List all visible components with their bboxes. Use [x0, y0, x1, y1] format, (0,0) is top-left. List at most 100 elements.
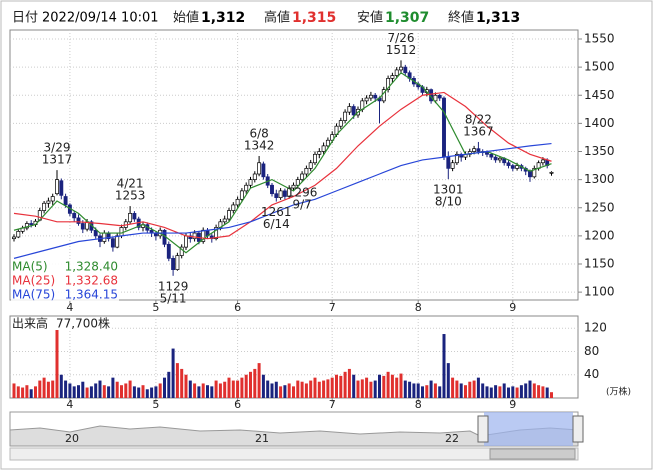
candle-body	[244, 184, 249, 192]
volume-bar	[373, 380, 377, 398]
candle-body	[351, 106, 356, 116]
volume-bar	[107, 386, 111, 398]
volume-bar	[421, 386, 424, 398]
y-tick-label: 1350	[584, 144, 615, 158]
volume-bar	[489, 387, 493, 398]
x-tick-label: 5	[152, 301, 159, 314]
candle-body	[80, 223, 85, 230]
candle-body	[528, 170, 532, 178]
volume-bar	[34, 386, 37, 398]
volume-bar	[476, 377, 480, 398]
scrollbar[interactable]	[9, 447, 579, 461]
volume-bar	[115, 381, 119, 398]
volume-bar	[300, 381, 304, 398]
candle-body	[227, 210, 231, 220]
volume-bar	[528, 380, 532, 398]
volume-bar	[309, 380, 313, 398]
x-tick-label: 7	[329, 301, 336, 314]
volume-bar	[137, 387, 141, 398]
volume-bar	[494, 385, 498, 398]
candle-body	[343, 111, 348, 121]
annotation-date: 6/14	[263, 217, 290, 231]
navigator-handle-right[interactable]	[572, 415, 584, 443]
volume-bar	[89, 386, 93, 398]
volume-bar	[472, 380, 476, 398]
candle-body	[72, 213, 77, 219]
annotation-date: 8/22	[465, 112, 492, 126]
volume-bar	[236, 380, 240, 398]
volume-bar	[283, 385, 287, 398]
volume-bar	[51, 380, 55, 398]
candle-body	[549, 171, 554, 174]
volume-bar	[481, 383, 485, 398]
candle-body	[446, 156, 451, 169]
candle-body	[261, 163, 266, 178]
volume-bar	[296, 380, 300, 398]
annotation-date: 8/10	[435, 195, 462, 209]
volume-bar	[38, 380, 42, 398]
volume-bar	[171, 348, 175, 398]
candle-body	[386, 78, 391, 90]
x-tick-label: 9	[509, 301, 516, 314]
candle-body	[399, 66, 403, 71]
navigator-handle-left[interactable]	[477, 415, 489, 443]
volume-bar	[442, 334, 446, 398]
volume-bar	[502, 383, 506, 398]
volume-bar	[429, 380, 433, 398]
volume-bar	[132, 386, 136, 398]
volume-bar	[21, 387, 25, 398]
volume-bar	[356, 380, 360, 398]
volume-bar	[339, 375, 343, 398]
volume-bar	[25, 385, 29, 398]
volume-bar	[64, 380, 68, 398]
candle-body	[16, 231, 21, 238]
scrollbar-thumb[interactable]	[489, 448, 576, 460]
candle-body	[364, 97, 369, 102]
volume-bar	[81, 381, 85, 398]
candle-body	[291, 184, 296, 189]
volume-bar	[365, 377, 369, 398]
volume-bar	[532, 383, 536, 398]
volume-bar	[72, 386, 76, 398]
volume-bar	[210, 386, 214, 398]
annotation-value: 1367	[463, 124, 494, 138]
x-tick-label: 7	[329, 398, 336, 411]
annotation-value: 1253	[115, 189, 146, 203]
legend-name: MA(5)	[12, 260, 48, 274]
y-tick-label: 120	[584, 321, 607, 335]
volume-bar	[550, 392, 553, 398]
candle-body	[313, 153, 317, 164]
candle-body	[485, 152, 489, 155]
candle-body	[532, 168, 537, 178]
volume-bar	[433, 383, 437, 398]
candle-body	[270, 184, 274, 195]
candle-body	[115, 235, 120, 248]
annotation-value: 1296	[287, 185, 318, 199]
header-value: 1,313	[476, 10, 520, 26]
navigator-label: 22	[445, 432, 459, 445]
volume-bar	[218, 383, 222, 398]
candle-body	[493, 156, 498, 161]
header-label: 始値	[173, 10, 199, 26]
y-tick-label: 80	[584, 344, 599, 358]
volume-bar	[249, 371, 252, 398]
volume-bar	[145, 389, 149, 398]
y-tick-label: 1250	[584, 200, 615, 214]
header-label: 安値	[357, 10, 383, 26]
volume-bar	[386, 371, 390, 398]
volume-bar	[330, 377, 334, 398]
candle-body	[510, 165, 515, 169]
candle-body	[347, 106, 352, 113]
volume-bar	[438, 386, 442, 398]
candle-body	[102, 232, 107, 242]
volume-bar	[451, 377, 455, 398]
candle-body	[252, 173, 257, 180]
x-tick-label: 8	[415, 398, 422, 411]
volume-bar	[193, 383, 197, 398]
volume-bar	[343, 371, 347, 398]
annotation-value: 1342	[244, 139, 275, 153]
volume-bar	[163, 377, 166, 398]
navigator-selection[interactable]	[484, 412, 573, 446]
candle-body	[321, 145, 326, 152]
